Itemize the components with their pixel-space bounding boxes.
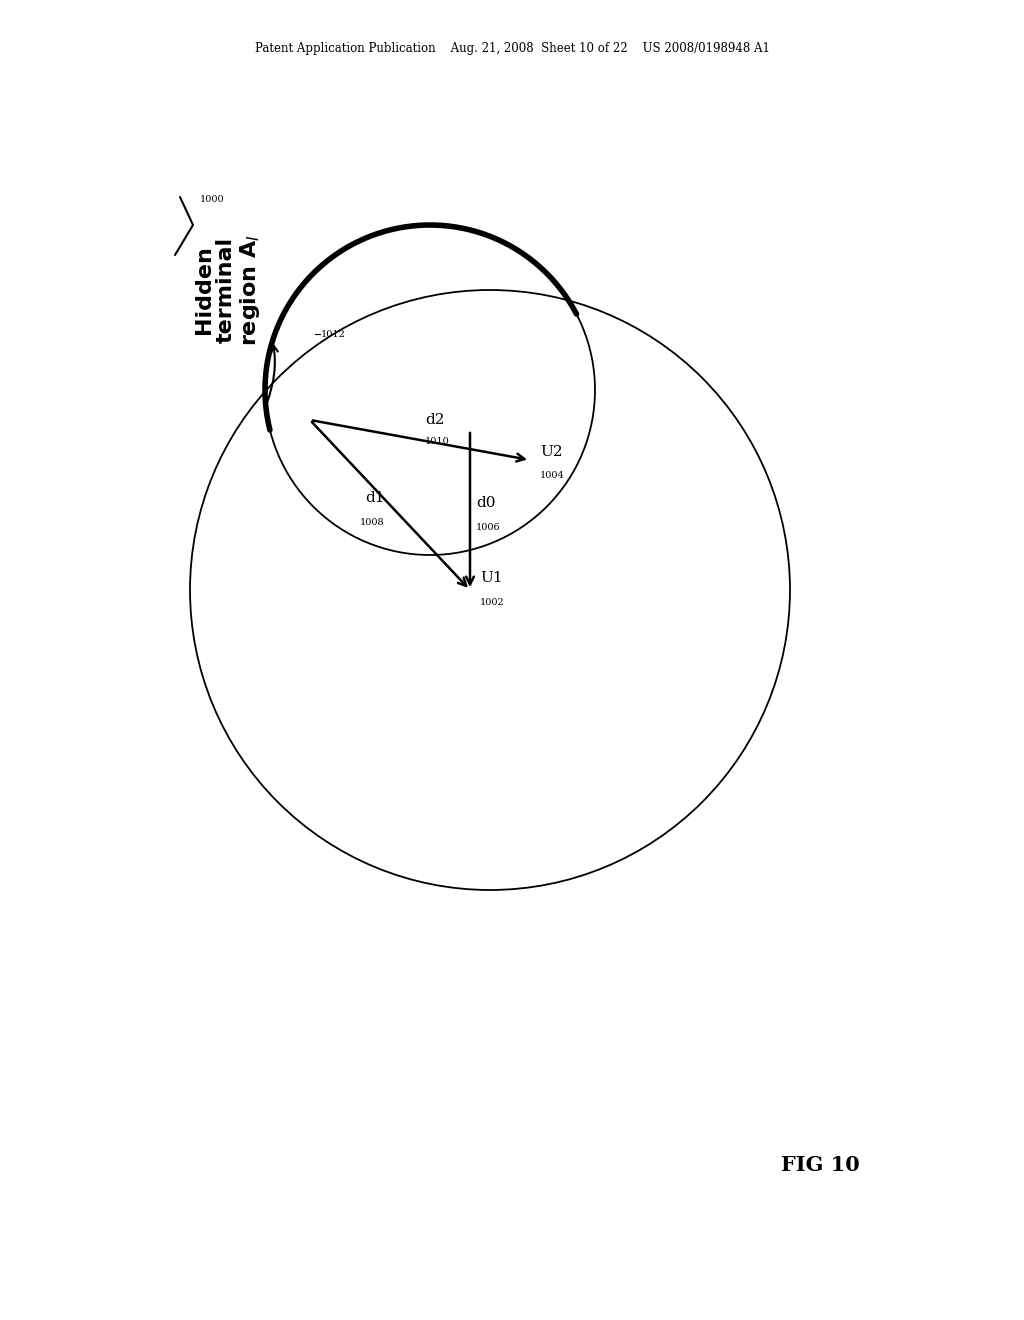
Text: d0: d0 [476,496,496,511]
Text: Patent Application Publication    Aug. 21, 2008  Sheet 10 of 22    US 2008/01989: Patent Application Publication Aug. 21, … [255,42,769,55]
Text: 1002: 1002 [480,598,505,607]
Text: 1000: 1000 [200,195,224,205]
Text: 1012: 1012 [322,330,346,339]
Text: U1: U1 [480,570,503,585]
Text: 1004: 1004 [541,470,565,479]
Text: FIG 10: FIG 10 [780,1155,859,1175]
Text: d1: d1 [366,491,385,506]
Text: 1010: 1010 [425,437,450,446]
Text: 1006: 1006 [476,523,501,532]
Text: d2: d2 [425,413,444,426]
Text: Hidden
terminal
region A$_I$: Hidden terminal region A$_I$ [195,234,262,346]
Text: U2: U2 [541,445,563,459]
Text: 1008: 1008 [360,519,385,527]
